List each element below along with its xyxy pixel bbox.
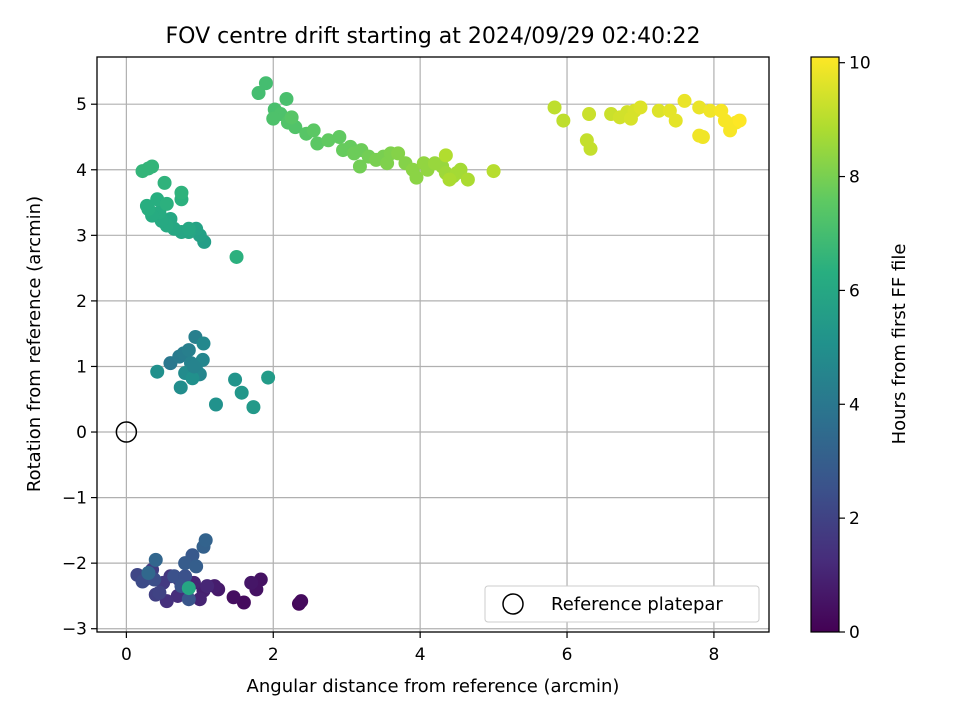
data-point (226, 590, 241, 605)
data-point (583, 141, 598, 156)
data-point (173, 380, 188, 395)
data-point (651, 103, 666, 118)
data-point (409, 170, 424, 185)
y-tick-label: −3 (62, 620, 87, 640)
data-point (234, 385, 249, 400)
data-point (159, 196, 174, 211)
x-axis-label: Angular distance from reference (arcmin) (247, 676, 620, 697)
y-tick-label: −2 (62, 554, 87, 574)
data-point (244, 575, 259, 590)
data-point (236, 595, 251, 610)
data-point (547, 100, 562, 115)
colorbar-tick-label: 0 (849, 623, 860, 643)
data-point (391, 146, 406, 161)
data-point (352, 159, 367, 174)
data-point (582, 107, 597, 122)
reference-platepar-marker (115, 421, 138, 443)
data-point (677, 93, 692, 108)
colorbar-ticks: 0 2 4 6 8 10 (839, 54, 871, 643)
data-point (181, 581, 196, 596)
data-point (294, 594, 309, 609)
data-point (178, 556, 193, 571)
data-point (135, 164, 150, 179)
y-tick-label: 2 (76, 292, 87, 312)
data-point (703, 103, 718, 118)
y-tick-label: 1 (76, 357, 87, 377)
x-tick-label: 8 (709, 645, 720, 665)
data-point (279, 91, 294, 106)
legend-box (484, 585, 760, 623)
data-point (228, 372, 243, 387)
data-point (148, 552, 163, 567)
y-axis-label: Rotation from reference (arcmin) (24, 196, 45, 492)
data-point (332, 129, 347, 144)
data-point (174, 185, 189, 200)
data-point (306, 123, 321, 138)
data-point (185, 371, 200, 386)
legend-entry-label: Reference platepar (551, 594, 723, 615)
y-tick-label: 4 (76, 161, 87, 181)
x-tick-label: 2 (268, 645, 279, 665)
y-tick-label: 5 (76, 95, 87, 115)
data-point (692, 100, 707, 115)
data-point (486, 164, 501, 179)
data-point (284, 110, 299, 125)
chart-title: FOV centre drift starting at 2024/09/29 … (166, 24, 701, 49)
data-point (692, 128, 707, 143)
data-point (246, 400, 261, 415)
data-point (258, 76, 273, 91)
data-point (261, 370, 276, 385)
data-point (732, 113, 747, 128)
data-point (181, 221, 196, 236)
data-point (442, 172, 457, 187)
data-point (200, 579, 215, 594)
data-point (229, 249, 244, 264)
x-axis-ticks: 0 2 4 6 8 (121, 632, 719, 665)
data-point (167, 569, 182, 584)
x-tick-label: 4 (415, 645, 426, 665)
data-point (150, 364, 165, 379)
data-point (181, 343, 196, 358)
legend-marker-icon (502, 593, 524, 615)
data-point (152, 585, 167, 600)
data-point (181, 592, 196, 607)
y-axis-ticks: −3 −2 −1 0 1 2 3 4 5 (62, 95, 97, 640)
data-point (460, 172, 475, 187)
plot-area-frame (96, 56, 770, 633)
data-point (438, 148, 453, 163)
colorbar-tick-label: 10 (849, 54, 871, 74)
x-tick-label: 6 (562, 645, 573, 665)
data-point (266, 111, 281, 126)
y-tick-label: 0 (76, 423, 87, 443)
data-points (130, 76, 747, 611)
data-point (633, 100, 648, 115)
colorbar: 0 2 4 6 8 10 Hours from first FF file (810, 54, 910, 643)
y-tick-label: −1 (62, 489, 87, 509)
data-point (189, 559, 204, 574)
data-point (186, 359, 201, 374)
data-point (196, 336, 211, 351)
y-tick-label: 3 (76, 226, 87, 246)
data-point (208, 397, 223, 412)
x-tick-label: 0 (121, 645, 132, 665)
colorbar-label: Hours from first FF file (889, 244, 910, 445)
colorbar-tick-label: 8 (849, 168, 860, 188)
data-point (310, 136, 325, 151)
data-point (556, 113, 571, 128)
data-point (198, 533, 213, 548)
legend: Reference platepar (484, 585, 760, 623)
data-point (453, 162, 468, 177)
colorbar-tick-label: 4 (849, 395, 860, 415)
data-point (157, 175, 172, 190)
data-point (251, 86, 266, 101)
colorbar-tick-label: 6 (849, 281, 860, 301)
data-point (668, 113, 683, 128)
colorbar-tick-label: 2 (849, 509, 860, 529)
data-point (321, 133, 336, 148)
data-point (141, 565, 156, 580)
data-point (139, 198, 154, 213)
data-point (192, 592, 207, 607)
colorbar-gradient (810, 56, 840, 633)
